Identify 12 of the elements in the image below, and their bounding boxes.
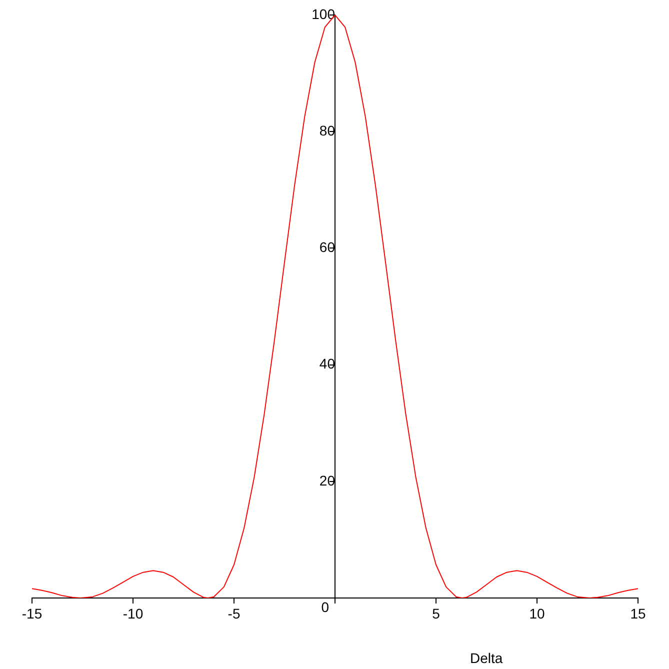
y-tick-label: 0 xyxy=(321,598,330,615)
x-tick-label: -15 xyxy=(22,605,42,622)
x-tick-label: -10 xyxy=(122,605,144,622)
x-tick-label: 15 xyxy=(630,605,646,622)
y-tick-label: 80 xyxy=(319,122,336,138)
x-tick-label: -5 xyxy=(228,605,240,622)
y-tick-label: 20 xyxy=(319,472,336,488)
x-tick-label: 5 xyxy=(432,605,440,622)
x-tick-label: 10 xyxy=(529,605,545,622)
y-tick-label: 60 xyxy=(319,239,336,256)
x-axis-title: Delta xyxy=(470,650,503,666)
y-tick-label: 40 xyxy=(319,356,336,372)
